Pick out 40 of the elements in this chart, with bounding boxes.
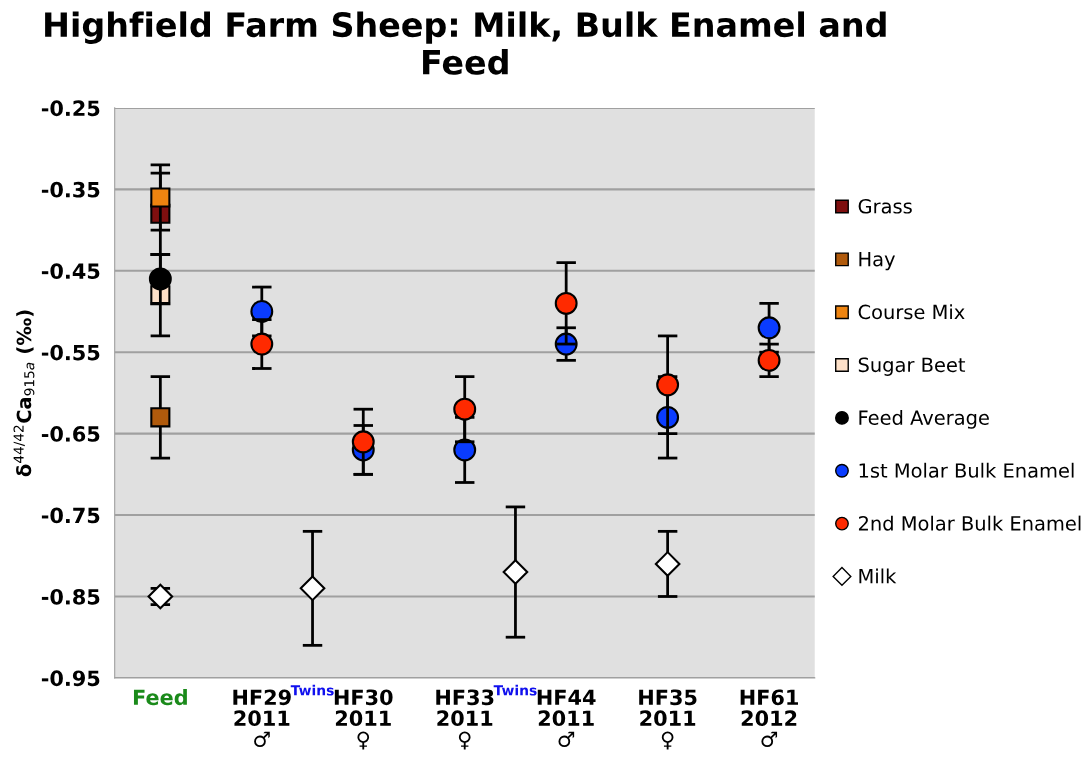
- y-tick-label: -0.85: [41, 588, 100, 605]
- y-axis-title: δ$^{44/42}$Ca$_{915a}$ (‰): [13, 310, 35, 477]
- y-tick-label: -0.75: [41, 507, 100, 524]
- text: Twins: [290, 684, 334, 696]
- chart-title: Highfield Farm Sheep: Milk, Bulk Enamel and Feed: [45, 11, 886, 75]
- y-tick-label: -0.25: [41, 100, 100, 117]
- legend-label: Sugar Beet: [858, 357, 966, 376]
- legend-label: Hay: [859, 251, 895, 271]
- point: [150, 187, 171, 208]
- x-tick-label: HF35 2011 ♀: [639, 689, 697, 750]
- x-tick-label: HF44 2011 ♂: [537, 689, 596, 748]
- point: [757, 316, 781, 340]
- y-tick-label: -0.45: [41, 263, 100, 279]
- point: [654, 551, 681, 577]
- point: [299, 575, 326, 602]
- legend-label: Grass: [858, 198, 912, 214]
- legend-label: 2nd Molar Bulk Enamel: [858, 515, 1081, 531]
- y-tick-label: -0.55: [41, 344, 100, 361]
- point: [453, 397, 477, 421]
- x-tick-label: HF29 2011 ♂: [233, 689, 291, 748]
- point: [250, 332, 274, 356]
- point: [148, 267, 172, 291]
- x-tick-label: HF61 2012 ♂: [740, 689, 798, 748]
- y-tick-label: -0.65: [41, 426, 100, 442]
- y-tick-label: -0.35: [41, 181, 100, 198]
- x-tick-label: HF33 2011 ♀: [436, 689, 494, 750]
- x-tick-label: HF30 2011 ♀: [334, 689, 393, 750]
- legend-label: Feed Average: [859, 409, 989, 429]
- text: Twins: [493, 684, 537, 696]
- point: [502, 559, 529, 585]
- legend-label: 1st Molar Bulk Enamel: [859, 462, 1074, 478]
- point: [351, 430, 375, 454]
- legend-label: Milk: [859, 568, 897, 584]
- point: [150, 407, 171, 428]
- point: [757, 348, 781, 372]
- legend-label: Course Mix: [858, 304, 965, 320]
- point: [656, 373, 680, 397]
- x-tick-label: Feed: [133, 689, 187, 706]
- point: [554, 291, 578, 315]
- y-tick-label: -0.95: [41, 670, 100, 687]
